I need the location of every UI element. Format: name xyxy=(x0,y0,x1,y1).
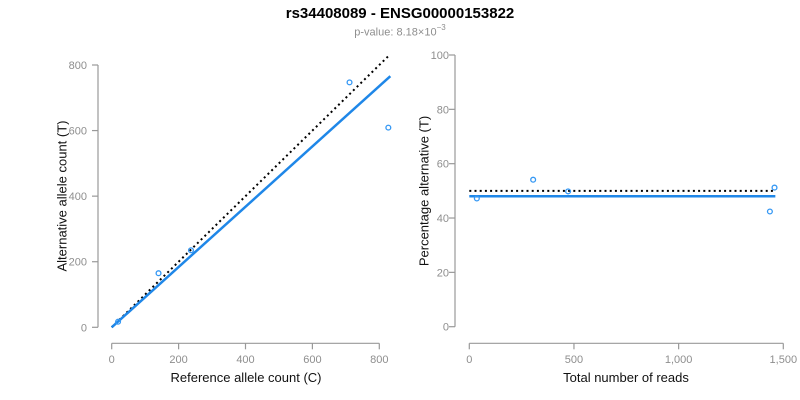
y-tick-label: 80 xyxy=(437,104,449,116)
right-x-axis-title: Total number of reads xyxy=(563,370,689,385)
x-tick-label: 0 xyxy=(466,354,472,366)
pvalue-subtitle: p-value: 8.18×10−3 xyxy=(0,23,800,39)
x-tick-label: 500 xyxy=(565,354,583,366)
y-tick-label: 0 xyxy=(443,322,449,334)
y-tick-label: 0 xyxy=(81,322,87,334)
pvalue-prefix: p-value: xyxy=(354,26,397,39)
y-tick-label: 400 xyxy=(69,191,87,203)
y-tick-label: 20 xyxy=(437,267,449,279)
x-tick-label: 400 xyxy=(236,354,254,366)
x-tick-label: 1,500 xyxy=(770,354,798,366)
data-point xyxy=(766,208,773,215)
y-tick-label: 40 xyxy=(437,213,449,225)
x-tick-label: 600 xyxy=(303,354,321,366)
y-tick-label: 800 xyxy=(69,60,87,72)
page-title: rs34408089 - ENSG00000153822 xyxy=(285,5,515,22)
left-x-axis-title: Reference allele count (C) xyxy=(170,370,322,385)
fitted-line xyxy=(110,75,392,329)
data-point xyxy=(346,79,353,86)
pvalue-mantissa: 8.18 xyxy=(396,26,418,39)
left-y-axis-title: Alternative allele count (T) xyxy=(54,120,70,272)
data-point xyxy=(771,184,778,191)
x-tick-label: 800 xyxy=(370,354,388,366)
y-tick-label: 60 xyxy=(437,159,449,171)
data-point xyxy=(385,124,392,131)
right-y-axis-title: Percentage alternative (T) xyxy=(416,115,432,267)
right-panel: 0 20 40 60 80 100 0 500 1,000 1,500 xyxy=(431,50,797,366)
y-tick-label: 100 xyxy=(431,50,449,62)
data-point xyxy=(473,195,480,202)
data-point xyxy=(155,270,162,277)
left-panel: 0 200 400 600 800 0 200 400 600 800 xyxy=(69,55,392,366)
data-point xyxy=(187,247,195,254)
data-point xyxy=(115,318,122,325)
pvalue-exponent: −3 xyxy=(436,23,446,32)
y-tick-label: 600 xyxy=(69,126,87,138)
expected-line xyxy=(110,55,390,329)
x-tick-label: 200 xyxy=(169,354,187,366)
data-point xyxy=(530,176,537,183)
x-tick-label: 0 xyxy=(109,354,115,366)
x-tick-label: 1,000 xyxy=(665,354,693,366)
data-point xyxy=(565,188,572,195)
y-tick-label: 200 xyxy=(69,257,87,269)
pvalue-base: ×10 xyxy=(417,26,437,39)
